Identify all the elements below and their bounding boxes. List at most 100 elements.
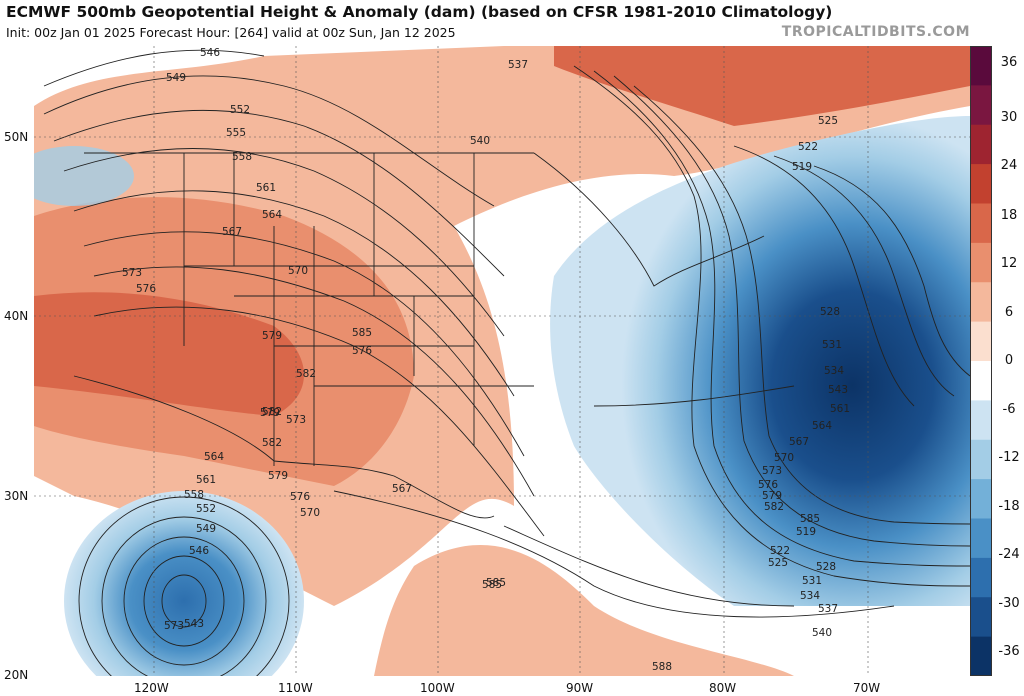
contour-label: 558	[232, 151, 252, 163]
colorbar-swatch	[970, 321, 992, 362]
contour-label: 582	[262, 406, 282, 418]
colorbar-label: 6	[1004, 305, 1014, 320]
contour-label: 585	[800, 513, 820, 525]
contour-label: 573	[286, 414, 306, 426]
contour-label: 573	[122, 267, 142, 279]
colorbar-label: 24	[1000, 158, 1018, 173]
colorbar-border	[970, 46, 992, 676]
header: ECMWF 500mb Geopotential Height & Anomal…	[0, 0, 1024, 46]
contour-label: 564	[204, 451, 224, 463]
contour-label: 537	[818, 603, 838, 615]
contour-label: 546	[189, 545, 209, 557]
contour-label: 567	[392, 483, 412, 495]
map-title: ECMWF 500mb Geopotential Height & Anomal…	[6, 3, 833, 21]
contour-label: 552	[196, 503, 216, 515]
contour-label: 549	[196, 523, 216, 535]
contour-label: 543	[828, 384, 848, 396]
lat-label: 50N	[4, 130, 29, 144]
colorbar-swatch	[970, 242, 992, 283]
contour-label: 579	[268, 470, 288, 482]
colorbar-swatch	[970, 85, 992, 126]
colorbar-swatch	[970, 361, 992, 401]
contour-label: 519	[792, 161, 812, 173]
colorbar-label: -6	[1002, 402, 1016, 417]
contour-label: 585	[352, 327, 372, 339]
contour-label: 573	[164, 620, 184, 632]
colorbar-swatch	[970, 597, 992, 638]
contour-label: 525	[768, 557, 788, 569]
colorbar-swatch	[970, 557, 992, 598]
contour-label: 588	[652, 661, 672, 673]
colorbar-swatch	[970, 636, 992, 676]
contour-label: 567	[789, 436, 809, 448]
contour-label: 579	[762, 490, 782, 502]
contour-label: 576	[758, 479, 778, 491]
lat-label: 30N	[4, 489, 29, 503]
colorbar-swatch	[970, 282, 992, 323]
weather-map: 546 549 552 555 558 561 564 567 570 573 …	[34, 46, 970, 676]
contour-label: 582	[262, 437, 282, 449]
colorbar-swatch	[970, 439, 992, 480]
lon-label: 110W	[278, 681, 313, 695]
lat-label: 40N	[4, 309, 29, 323]
contour-label: 576	[136, 283, 156, 295]
colorbar-swatch	[970, 164, 992, 204]
contour-label: 579	[260, 407, 280, 419]
contour-label: 567	[222, 226, 242, 238]
colorbar-swatch	[970, 124, 992, 165]
contour-label: 525	[818, 115, 838, 127]
colorbar-label: 0	[1004, 353, 1014, 368]
colorbar-label: 36	[1000, 55, 1018, 70]
contour-label: 570	[774, 452, 794, 464]
colorbar-label: -36	[998, 644, 1020, 659]
contour-label: 549	[166, 72, 186, 84]
contour-label: 582	[764, 501, 784, 513]
contour-label: 522	[770, 545, 790, 557]
colorbar-label: -18	[998, 499, 1020, 514]
contour-label: 543	[184, 618, 204, 630]
anomaly-colorbar	[970, 46, 992, 676]
contour-label: 555	[226, 127, 246, 139]
colorbar-label: -30	[998, 596, 1020, 611]
contour-label: 540	[470, 135, 490, 147]
lon-label: 70W	[853, 681, 881, 695]
contour-label: 558	[184, 489, 204, 501]
colorbar-label: 30	[1000, 110, 1018, 125]
contour-label: 582	[296, 368, 316, 380]
lat-label: 20N	[4, 668, 29, 682]
colorbar-label: -12	[998, 450, 1020, 465]
contour-label: 561	[256, 182, 276, 194]
contour-label: 540	[812, 627, 832, 639]
colorbar-swatch	[970, 479, 992, 519]
contour-label: 531	[802, 575, 822, 587]
contour-label: 534	[824, 365, 844, 377]
contour-label: 576	[290, 491, 310, 503]
contour-label: 579	[262, 330, 282, 342]
colorbar-swatch	[970, 518, 992, 559]
credit-watermark: TROPICALTIDBITS.COM	[781, 24, 970, 40]
contour-label: 564	[262, 209, 282, 221]
contour-label: 570	[288, 265, 308, 277]
contour-label: 528	[820, 306, 840, 318]
contour-label: 519	[796, 526, 816, 538]
colorbar-swatch	[970, 400, 992, 441]
lon-label: 100W	[420, 681, 455, 695]
contour-label: 570	[300, 507, 320, 519]
contour-label: 552	[230, 104, 250, 116]
contour-label: 546	[200, 47, 220, 59]
contour-label: 531	[822, 339, 842, 351]
colorbar-swatch	[970, 46, 992, 86]
lon-label: 90W	[566, 681, 594, 695]
contour-label: 573	[762, 465, 782, 477]
colorbar-label: -24	[998, 547, 1020, 562]
contour-label: 534	[800, 590, 820, 602]
contour-label: 537	[508, 59, 528, 71]
contour-label: 576	[352, 345, 372, 357]
lon-label: 120W	[134, 681, 169, 695]
map-subtitle: Init: 00z Jan 01 2025 Forecast Hour: [26…	[6, 25, 456, 40]
contour-label: 561	[196, 474, 216, 486]
colorbar-label: 18	[1000, 208, 1018, 223]
contour-label: 585	[482, 579, 502, 591]
colorbar-label: 12	[1000, 256, 1018, 271]
colorbar-swatch	[970, 203, 992, 244]
